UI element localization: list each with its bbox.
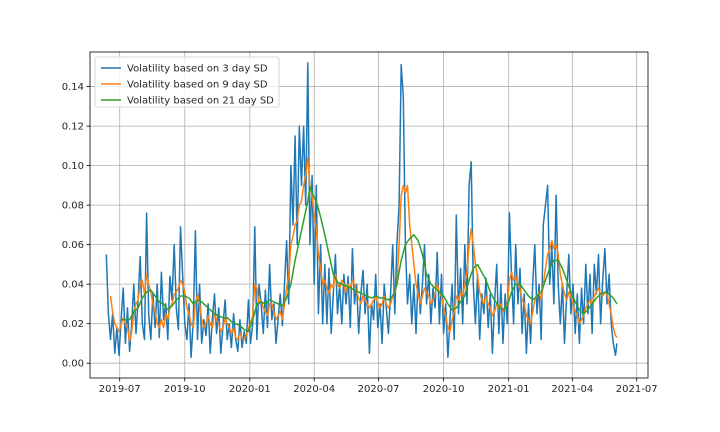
y-tick-label: 0.12 [62,122,84,133]
x-tick-label: 2020-07 [358,384,400,395]
y-tick-label: 0.14 [62,82,84,93]
legend-label-1: Volatility based on 3 day SD [127,64,268,75]
legend-box [94,56,280,108]
x-tick-label: 2020-04 [293,384,335,395]
series-lines [105,62,618,359]
legend-label-2: Volatility based on 9 day SD [127,80,268,91]
x-tick-label: 2021-01 [488,384,530,395]
y-tick-label: 0.08 [62,201,84,212]
legend-label-3: Volatility based on 21 day SD [127,96,274,107]
x-tick-label: 2019-07 [99,384,141,395]
x-tick-label: 2020-01 [229,384,271,395]
series-line-1 [105,62,618,359]
plot-frame [89,51,649,379]
x-tick-label: 2020-10 [423,384,465,395]
x-tick-label: 2019-10 [164,384,206,395]
y-tick-label: 0.00 [62,359,84,370]
legend: Volatility based on 3 day SD Volatility b… [94,56,280,108]
x-tick-label: 2021-07 [616,384,658,395]
y-tick-label: 0.06 [62,240,84,251]
series-line-2 [109,156,618,343]
y-axis: 0.00 0.02 0.04 0.06 0.08 0.10 0.12 0.14 [62,82,90,370]
x-axis: 2019-07 2019-10 2020-01 2020-04 2020-07 2020-… [99,378,658,395]
y-tick-label: 0.04 [62,280,84,291]
y-tick-label: 0.10 [62,161,84,172]
series-line-3 [121,186,618,333]
y-tick-label: 0.02 [62,319,84,330]
x-tick-label: 2021-04 [551,384,593,395]
